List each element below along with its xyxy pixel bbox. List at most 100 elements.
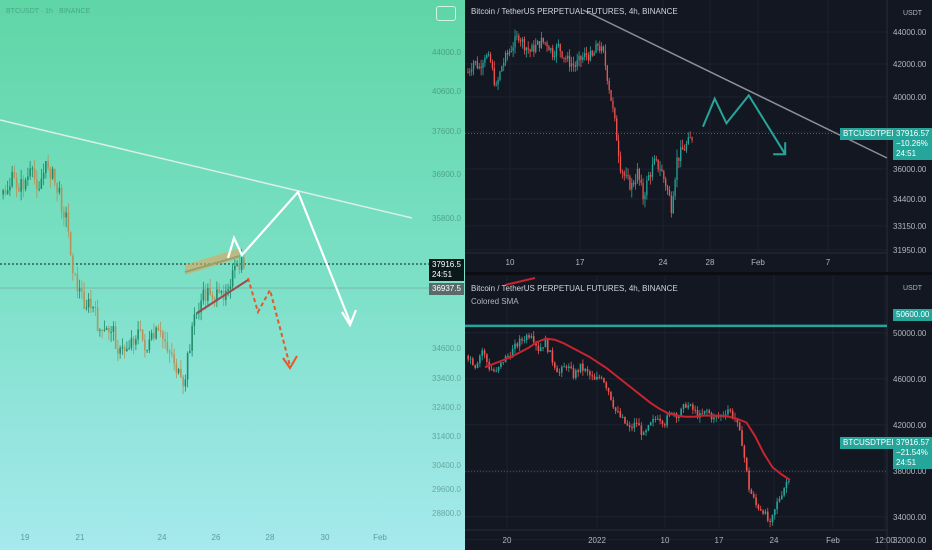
tr-candle (672, 196, 674, 214)
br-candle (736, 418, 739, 423)
left-candle (38, 188, 40, 190)
tr-candle (616, 118, 618, 141)
br-candle (600, 377, 603, 379)
left-candle (211, 294, 214, 299)
tr-candle (685, 143, 688, 151)
chart-settings-button[interactable] (436, 6, 456, 21)
top-right-chart-canvas[interactable]: 44000.0042000.0040000.0038000.0036000.00… (465, 0, 932, 272)
br-x-tick: 17 (715, 536, 724, 545)
tr-candle (525, 47, 527, 51)
tr-candle (653, 158, 656, 165)
br-candle (563, 366, 565, 368)
br-candle (748, 470, 750, 490)
tr-candle (497, 79, 499, 85)
br-x-tick: 10 (661, 536, 670, 545)
br-candle (528, 335, 530, 338)
left-y-tick: 35800.0 (432, 214, 461, 223)
left-chart-panel[interactable]: 44000.0 40600.0 37600.0 36900.0 35800.0 34600… (0, 0, 465, 550)
tr-candle (480, 66, 482, 69)
left-candle (168, 351, 171, 353)
br-candle (486, 354, 488, 362)
left-candle (207, 288, 209, 301)
br-x-tick: 24 (770, 536, 779, 545)
br-candle (530, 336, 533, 338)
tr-candle (487, 54, 490, 56)
br-candle (631, 427, 633, 429)
left-candle (4, 190, 7, 194)
left-candle (72, 255, 74, 274)
tr-candle (676, 157, 678, 181)
left-x-tick: 30 (321, 533, 330, 542)
left-candle (11, 172, 13, 187)
left-candle (186, 353, 189, 380)
left-candle (126, 348, 128, 351)
br-candle (624, 416, 626, 424)
bottom-right-countdown: 24:51 (896, 458, 917, 467)
br-candle (537, 345, 540, 351)
left-candle (31, 168, 34, 170)
left-chart-canvas[interactable]: 44000.0 40600.0 37600.0 36900.0 35800.0 34600… (0, 0, 465, 550)
tr-candle (651, 164, 654, 177)
left-chart-title: BTCUSDT · 1h · BINANCE (6, 8, 91, 15)
left-candle (243, 257, 245, 269)
br-x-tick: 12:00 (875, 536, 896, 545)
left-y-tick: 30400.0 (432, 461, 461, 470)
tr-candle (674, 180, 676, 197)
top-right-price-tag: 37916.57 −10.26% 24:51 (893, 128, 932, 160)
tr-candle (623, 172, 625, 176)
br-candle (514, 343, 516, 349)
br-candle (575, 370, 577, 378)
br-candle (481, 350, 484, 356)
tr-candle (491, 61, 494, 68)
tr-candle (636, 168, 639, 182)
tr-candle (604, 50, 607, 67)
left-candle (139, 329, 142, 331)
tr-candle (531, 45, 533, 52)
left-candle (162, 331, 164, 340)
br-candle (689, 404, 692, 406)
tr-candle (582, 56, 584, 60)
tr-candle (567, 55, 569, 59)
br-candle (479, 355, 481, 364)
left-candle (65, 212, 67, 218)
left-candle (227, 289, 229, 291)
tr-candle (542, 37, 544, 43)
tr-y-tick: 40000.00 (893, 93, 927, 102)
tr-candle (655, 158, 657, 160)
br-candle (731, 410, 734, 418)
tr-candle (608, 80, 610, 90)
br-candle (614, 407, 617, 411)
br-candle (773, 509, 776, 515)
tr-candle (550, 48, 552, 51)
br-candle (682, 404, 685, 409)
left-candle (13, 172, 16, 178)
br-candle (518, 338, 521, 347)
left-candle (220, 291, 223, 293)
br-candle (544, 339, 547, 348)
tr-candle (612, 100, 614, 109)
br-candle (612, 399, 615, 408)
tr-candle (661, 169, 663, 172)
br-candle (476, 363, 479, 368)
left-x-tick: 24 (158, 533, 167, 542)
br-candle (750, 489, 753, 494)
br-x-tick: Feb (826, 536, 840, 545)
br-candle (553, 362, 556, 368)
tr-x-tick: 28 (706, 258, 715, 267)
left-price-countdown: 24:51 (432, 270, 453, 279)
br-candle (656, 418, 659, 420)
left-white-arrowhead (341, 309, 358, 328)
tr-candle (469, 71, 471, 73)
br-candle (755, 497, 757, 505)
tr-candle (538, 41, 541, 48)
top-right-chart-panel[interactable]: 44000.0042000.0040000.0038000.0036000.00… (465, 0, 932, 272)
left-candle (204, 289, 207, 301)
left-price-tag: 37916.5 24:51 (429, 259, 464, 281)
br-candle (565, 366, 568, 368)
tr-candle (663, 171, 665, 179)
bottom-right-chart-panel[interactable]: 50000.00 46000.00 42000.00 38000.00 34000.00… (465, 275, 932, 550)
bottom-right-unit: USDT (903, 285, 923, 292)
left-candle (166, 341, 169, 352)
br-candle (701, 413, 704, 415)
bottom-right-chart-canvas[interactable]: 50000.00 46000.00 42000.00 38000.00 34000.00… (465, 275, 932, 550)
